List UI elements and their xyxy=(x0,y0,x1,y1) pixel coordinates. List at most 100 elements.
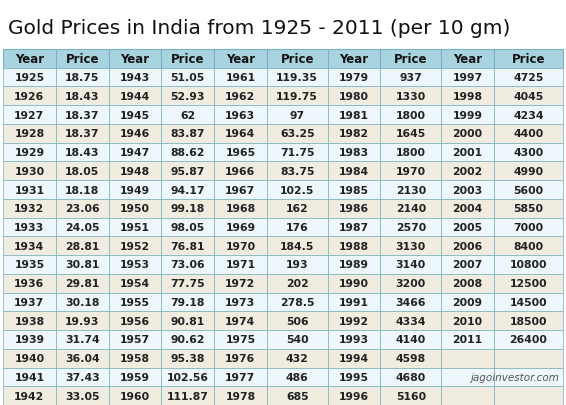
Text: 1939: 1939 xyxy=(14,335,45,345)
Bar xyxy=(214,50,267,68)
Bar xyxy=(441,218,494,237)
Bar xyxy=(380,330,441,349)
Text: 278.5: 278.5 xyxy=(280,297,315,307)
Text: 4725: 4725 xyxy=(513,73,544,83)
Bar xyxy=(109,293,161,311)
Bar xyxy=(3,68,56,87)
Text: 1330: 1330 xyxy=(396,92,426,102)
Bar xyxy=(441,274,494,293)
Text: 1946: 1946 xyxy=(120,129,150,139)
Text: 1994: 1994 xyxy=(339,353,369,363)
Bar xyxy=(441,87,494,106)
Bar xyxy=(214,87,267,106)
Text: 184.5: 184.5 xyxy=(280,241,314,251)
Bar xyxy=(214,218,267,237)
Text: 63.25: 63.25 xyxy=(280,129,315,139)
Text: 97: 97 xyxy=(290,110,305,120)
Bar xyxy=(267,162,328,181)
Bar xyxy=(267,311,328,330)
Bar xyxy=(494,87,563,106)
Text: 94.17: 94.17 xyxy=(170,185,205,195)
Text: 1952: 1952 xyxy=(120,241,150,251)
Bar xyxy=(494,330,563,349)
Text: 1990: 1990 xyxy=(339,279,369,288)
Bar xyxy=(109,68,161,87)
Bar xyxy=(267,181,328,199)
Text: 1963: 1963 xyxy=(225,110,255,120)
Text: 1645: 1645 xyxy=(396,129,426,139)
Bar xyxy=(441,50,494,68)
Text: 202: 202 xyxy=(286,279,308,288)
Text: 1991: 1991 xyxy=(339,297,369,307)
Text: 1972: 1972 xyxy=(225,279,255,288)
Text: 2007: 2007 xyxy=(452,260,483,270)
Text: 1937: 1937 xyxy=(14,297,45,307)
Text: 506: 506 xyxy=(286,316,308,326)
Bar xyxy=(109,237,161,256)
Bar xyxy=(441,330,494,349)
Bar xyxy=(267,237,328,256)
Text: 162: 162 xyxy=(286,204,308,214)
Bar xyxy=(267,293,328,311)
Text: 3130: 3130 xyxy=(396,241,426,251)
Text: 30.18: 30.18 xyxy=(65,297,99,307)
Text: 2004: 2004 xyxy=(452,204,483,214)
Text: 23.06: 23.06 xyxy=(65,204,100,214)
Text: 1968: 1968 xyxy=(225,204,255,214)
Text: 1957: 1957 xyxy=(120,335,150,345)
Bar xyxy=(328,218,380,237)
Bar xyxy=(494,349,563,368)
Bar xyxy=(56,368,109,386)
Text: 1932: 1932 xyxy=(14,204,45,214)
Text: 8400: 8400 xyxy=(513,241,543,251)
Text: 1983: 1983 xyxy=(339,148,369,158)
Text: 1943: 1943 xyxy=(120,73,150,83)
Text: 1966: 1966 xyxy=(225,166,255,176)
Text: 1970: 1970 xyxy=(225,241,255,251)
Bar xyxy=(380,199,441,218)
Text: 1948: 1948 xyxy=(120,166,150,176)
Bar xyxy=(328,311,380,330)
Bar xyxy=(494,50,563,68)
Text: 4300: 4300 xyxy=(513,148,543,158)
Text: 1931: 1931 xyxy=(14,185,45,195)
Bar xyxy=(161,349,214,368)
Bar xyxy=(494,293,563,311)
Text: 5160: 5160 xyxy=(396,391,426,401)
Bar xyxy=(328,162,380,181)
Bar xyxy=(328,68,380,87)
Text: Price: Price xyxy=(66,53,99,66)
Text: 4680: 4680 xyxy=(396,372,426,382)
Bar xyxy=(214,256,267,274)
Text: 1950: 1950 xyxy=(120,204,150,214)
Text: jagoinvestor.com: jagoinvestor.com xyxy=(470,372,559,382)
Text: 1800: 1800 xyxy=(396,110,426,120)
Bar xyxy=(380,237,441,256)
Text: 4334: 4334 xyxy=(396,316,426,326)
Text: 2002: 2002 xyxy=(452,166,483,176)
Bar xyxy=(441,237,494,256)
Bar xyxy=(494,143,563,162)
Text: 18.37: 18.37 xyxy=(65,110,100,120)
Bar xyxy=(56,199,109,218)
Text: 95.38: 95.38 xyxy=(170,353,205,363)
Bar xyxy=(267,349,328,368)
Text: Year: Year xyxy=(15,53,44,66)
Text: 1962: 1962 xyxy=(225,92,255,102)
Bar xyxy=(161,386,214,405)
Bar xyxy=(441,125,494,143)
Bar xyxy=(328,274,380,293)
Bar xyxy=(267,125,328,143)
Bar xyxy=(214,274,267,293)
Bar xyxy=(109,330,161,349)
Bar xyxy=(56,125,109,143)
Bar xyxy=(328,368,380,386)
Text: 5600: 5600 xyxy=(513,185,543,195)
Bar xyxy=(267,143,328,162)
Text: 73.06: 73.06 xyxy=(170,260,205,270)
Bar xyxy=(214,125,267,143)
Bar xyxy=(494,311,563,330)
Bar xyxy=(3,237,56,256)
Text: 1998: 1998 xyxy=(453,92,483,102)
Bar xyxy=(161,237,214,256)
